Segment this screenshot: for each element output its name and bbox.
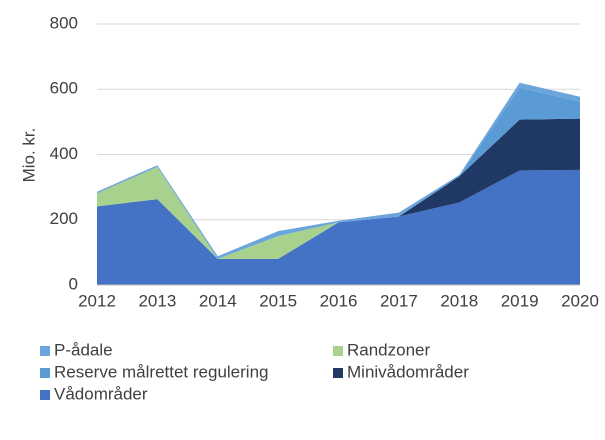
legend-item: Reserve målrettet regulering <box>40 362 268 381</box>
y-tick-label: 0 <box>69 274 78 293</box>
legend-item: Vådområder <box>40 384 148 403</box>
x-tick-label: 2015 <box>259 291 297 310</box>
x-tick-label: 2014 <box>199 291 237 310</box>
x-tick-label: 2020 <box>561 291 599 310</box>
y-axis-label: Mio. kr. <box>19 128 38 183</box>
y-tick-label: 600 <box>50 79 78 98</box>
legend-label: P-ådale <box>54 340 113 359</box>
legend-swatch <box>333 368 343 378</box>
y-tick-label: 200 <box>50 209 78 228</box>
x-tick-label: 2018 <box>440 291 478 310</box>
x-tick-label: 2012 <box>78 291 116 310</box>
area <box>97 118 580 259</box>
area <box>97 87 580 259</box>
legend-swatch <box>40 368 50 378</box>
y-tick-label: 400 <box>50 144 78 163</box>
legend-item: Minivådområder <box>333 362 469 381</box>
x-tick-label: 2019 <box>501 291 539 310</box>
legend-swatch <box>40 346 50 356</box>
area <box>97 169 580 285</box>
legend-swatch <box>40 390 50 400</box>
y-tick-label: 800 <box>50 13 78 32</box>
x-tick-label: 2013 <box>138 291 176 310</box>
legend-label: Minivådområder <box>347 362 469 381</box>
legend-label: Reserve målrettet regulering <box>54 362 268 381</box>
legend-item: P-ådale <box>40 340 113 359</box>
legend-label: Vådområder <box>54 384 148 403</box>
legend-label: Randzoner <box>347 340 431 359</box>
legend-item: Randzoner <box>333 340 431 359</box>
legend-swatch <box>333 346 343 356</box>
x-tick-label: 2016 <box>320 291 358 310</box>
x-tick-label: 2017 <box>380 291 418 310</box>
